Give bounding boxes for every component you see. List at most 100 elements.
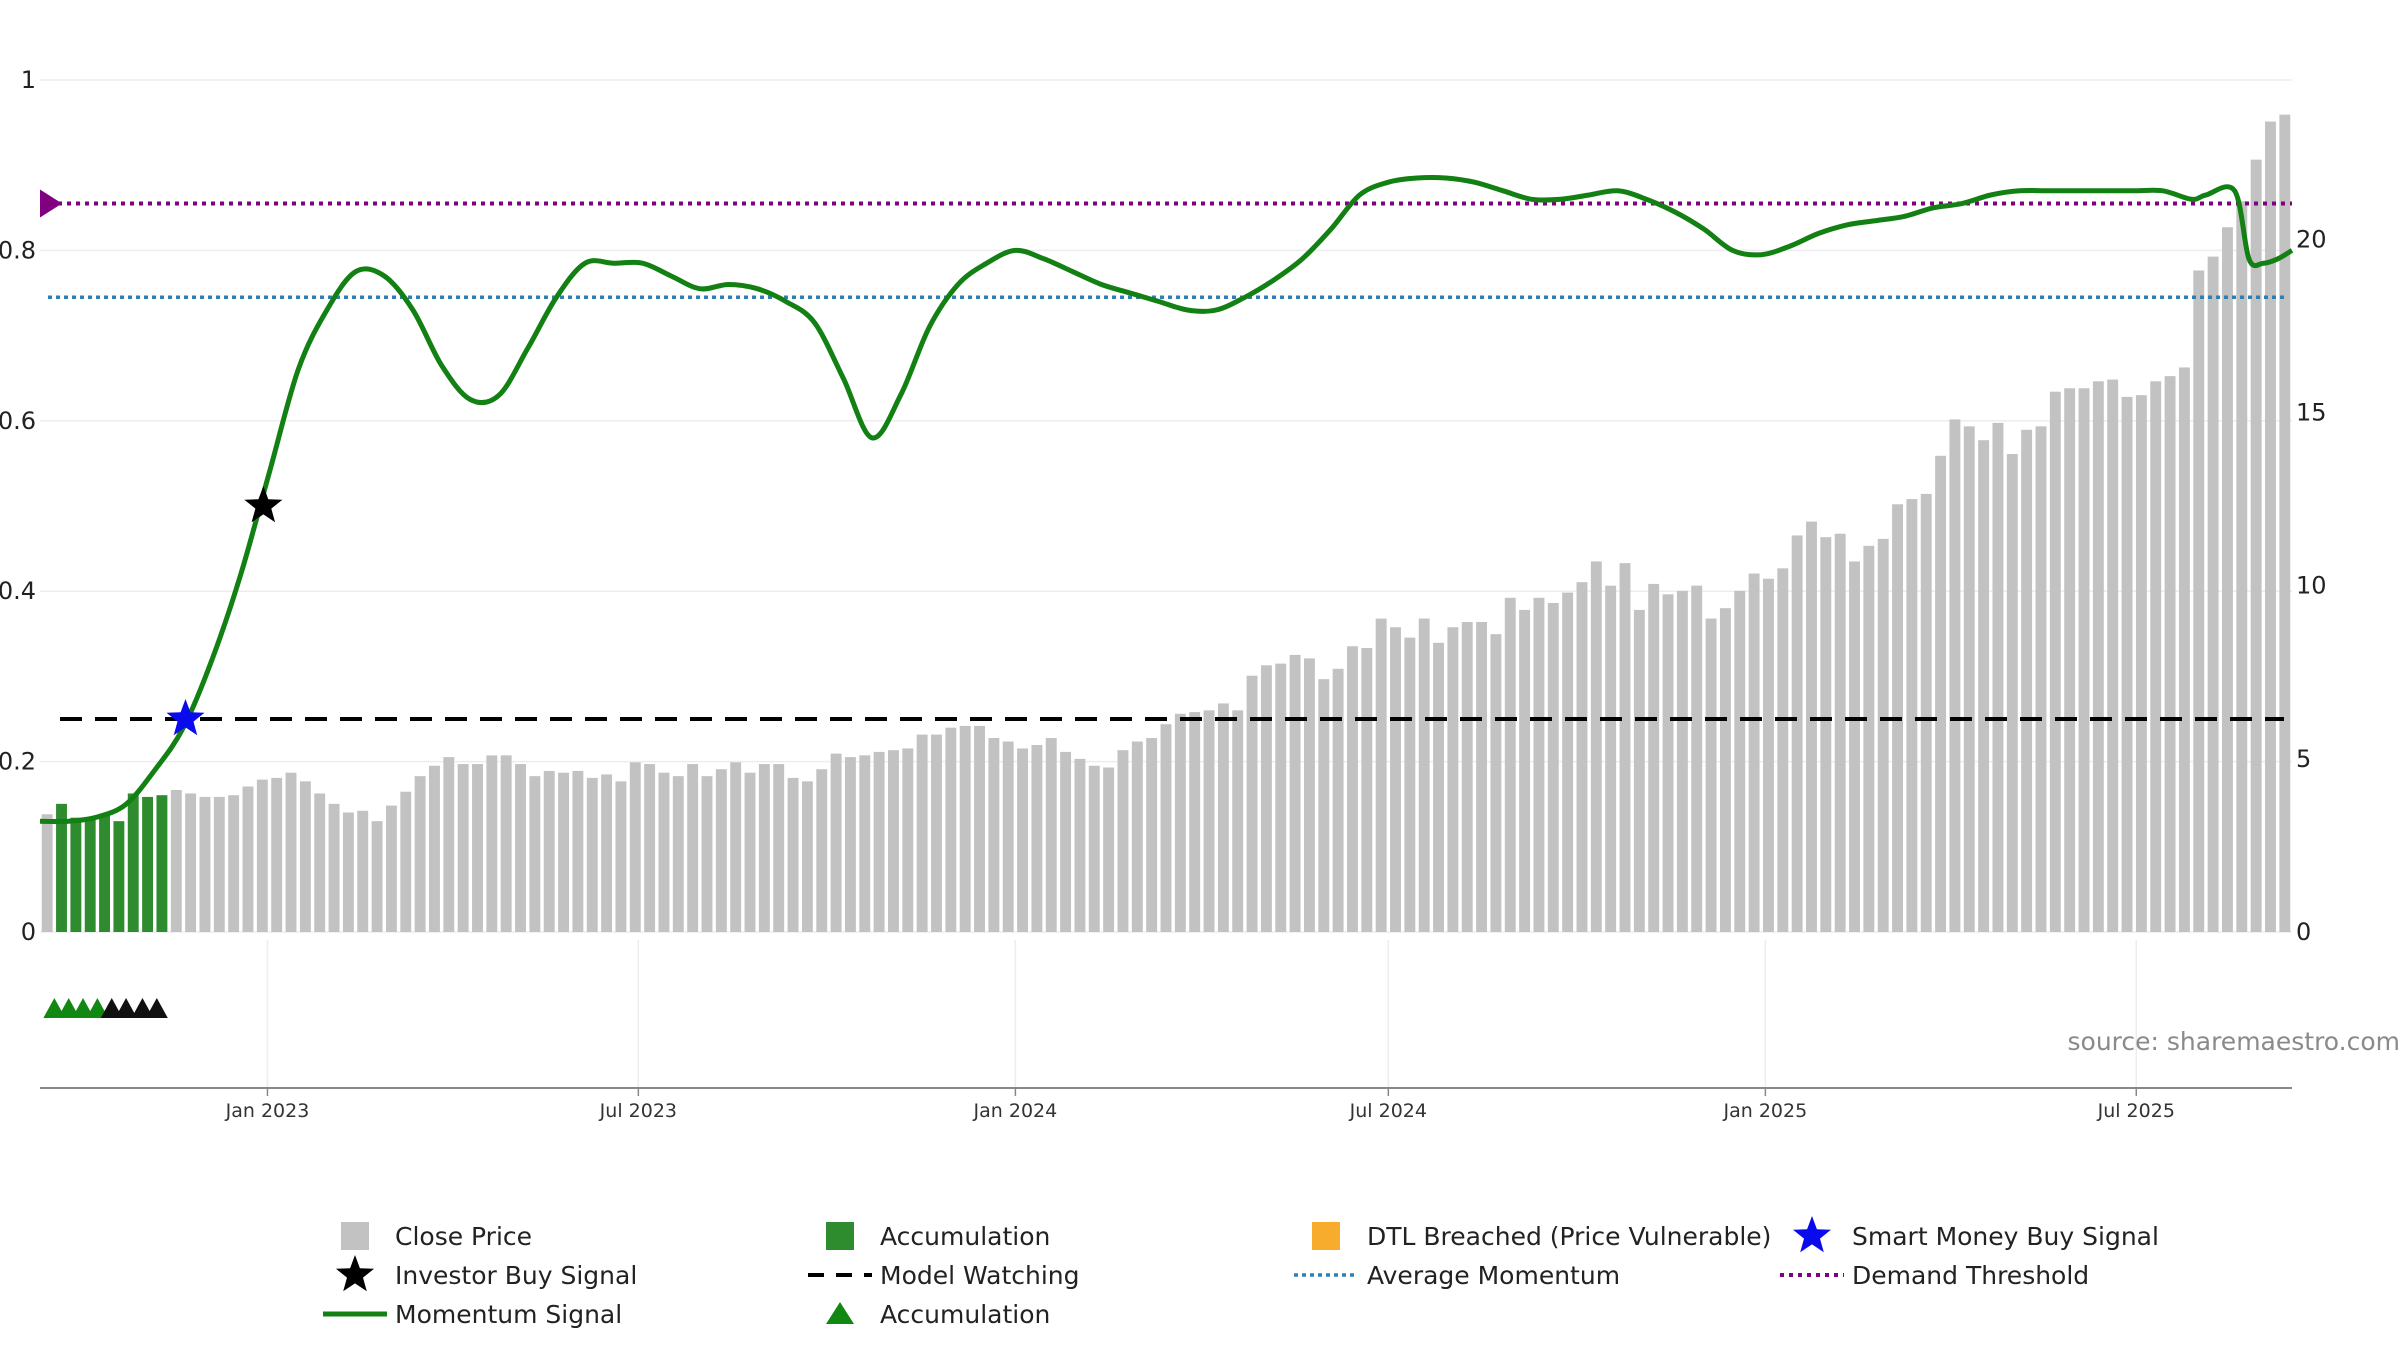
- legend-label: Close Price: [395, 1222, 532, 1251]
- legend-item: Demand Threshold: [1780, 1261, 2089, 1290]
- legend-label: Investor Buy Signal: [395, 1261, 637, 1290]
- close-price-bar: [2164, 376, 2176, 932]
- close-price-bar: [1461, 622, 1473, 932]
- left-tick-label: 0.4: [0, 577, 36, 605]
- close-price-bar: [701, 776, 713, 932]
- x-tick-label: Jul 2025: [2097, 1100, 2175, 1122]
- close-price-bar: [1633, 609, 1645, 932]
- close-price-bar: [1562, 592, 1574, 932]
- legend-black-star-icon: [336, 1255, 374, 1292]
- left-tick-label: 0.8: [0, 236, 36, 264]
- accumulation-bar: [56, 803, 67, 932]
- close-price-bar: [1232, 710, 1244, 932]
- close-price-bar: [1031, 744, 1043, 932]
- close-price-bar: [1246, 675, 1258, 932]
- close-price-bar: [1375, 618, 1387, 932]
- right-tick-label: 10: [2296, 572, 2327, 600]
- left-tick-label: 0.2: [0, 748, 36, 776]
- close-price-bar: [1433, 642, 1444, 932]
- close-price-bar: [242, 786, 254, 932]
- close-price-bar: [1289, 654, 1301, 932]
- close-price-bar: [1590, 561, 1602, 932]
- close-price-bar: [1418, 618, 1430, 932]
- close-price-bar: [1734, 590, 1746, 932]
- close-price-bar: [1762, 578, 1774, 932]
- close-price-bar: [199, 796, 211, 932]
- legend-blue-star-icon: [1793, 1216, 1831, 1253]
- close-price-bar: [787, 777, 799, 932]
- legend-item: DTL Breached (Price Vulnerable): [1312, 1222, 1771, 1251]
- close-price-bar: [1519, 609, 1531, 932]
- legend-green-square-icon: [826, 1222, 854, 1250]
- close-price-bar: [486, 755, 498, 932]
- close-price-bar: [1777, 568, 1789, 932]
- close-price-bar: [1347, 646, 1358, 932]
- close-price-bar: [1719, 608, 1731, 932]
- close-price-bar: [170, 790, 182, 932]
- close-price-bar: [1174, 713, 1186, 932]
- close-price-bar: [974, 725, 985, 932]
- accumulation-triangle: [145, 998, 168, 1018]
- close-price-bar: [1074, 758, 1086, 932]
- close-price-bar: [1992, 422, 2004, 932]
- accumulation-triangle: [115, 998, 138, 1018]
- close-price-bar: [744, 772, 756, 932]
- right-tick-label: 15: [2296, 398, 2327, 426]
- accumulation-triangle: [43, 998, 66, 1018]
- close-price-bar: [529, 776, 541, 932]
- close-price-bar: [1303, 658, 1315, 932]
- accumulation-triangle: [72, 998, 95, 1018]
- legend: Close Price Accumulation DTL Breached (Pri…: [323, 1216, 2159, 1329]
- close-price-bar: [1676, 590, 1688, 932]
- legend-item: Close Price: [341, 1222, 532, 1251]
- x-tick-label: Jul 2023: [599, 1100, 677, 1122]
- close-price-bar: [629, 762, 641, 932]
- legend-item: Accumulation: [826, 1222, 1050, 1251]
- close-price-bar: [931, 734, 942, 932]
- close-price-bar: [945, 727, 957, 932]
- close-price-bar: [357, 810, 369, 932]
- close-price-bar: [543, 770, 555, 932]
- left-tick-label: 0.6: [0, 407, 36, 435]
- close-price-bar: [730, 762, 742, 932]
- close-price-bar: [2236, 201, 2248, 933]
- legend-item: Model Watching: [808, 1261, 1080, 1290]
- close-price-bar: [959, 725, 971, 932]
- close-price-bar: [1203, 710, 1215, 932]
- close-price-bar: [1045, 738, 1057, 932]
- close-price-bar: [1404, 637, 1416, 932]
- close-price-bar: [1748, 573, 1760, 932]
- close-price-bar: [859, 755, 871, 932]
- legend-gray-square-icon: [341, 1222, 369, 1250]
- close-price-bar: [773, 764, 785, 932]
- legend-item: Momentum Signal: [323, 1300, 622, 1329]
- close-price-bar: [213, 796, 225, 932]
- close-price-bar: [1476, 622, 1488, 932]
- close-price-bar: [1088, 765, 1100, 932]
- close-price-bar: [2178, 367, 2190, 933]
- close-price-bar: [414, 776, 426, 932]
- close-price-bar: [572, 770, 584, 932]
- close-price-bar: [988, 738, 1000, 932]
- close-price-bar: [500, 755, 512, 932]
- close-price-bar: [2092, 381, 2104, 932]
- close-price-bar: [1103, 767, 1115, 932]
- close-price-bar: [1820, 537, 1832, 932]
- close-price-bar: [658, 772, 670, 932]
- close-price-bar: [385, 805, 397, 932]
- close-price-bar: [2035, 426, 2047, 932]
- right-tick-label: 20: [2296, 225, 2327, 253]
- close-price-bar: [457, 764, 469, 932]
- close-price-bar: [1849, 561, 1860, 932]
- momentum-signal-line: [39, 174, 2294, 825]
- close-price-bar: [1935, 455, 1947, 932]
- accumulation-bar: [113, 821, 125, 932]
- close-price-bar: [1131, 741, 1143, 932]
- close-price-bar: [2207, 256, 2219, 932]
- close-price-bar: [1361, 648, 1373, 932]
- close-price-bar: [2121, 396, 2133, 932]
- accumulation-triangle: [86, 998, 109, 1018]
- close-price-bar: [644, 764, 656, 932]
- close-price-bar: [758, 764, 770, 932]
- close-price-bar: [2135, 395, 2147, 932]
